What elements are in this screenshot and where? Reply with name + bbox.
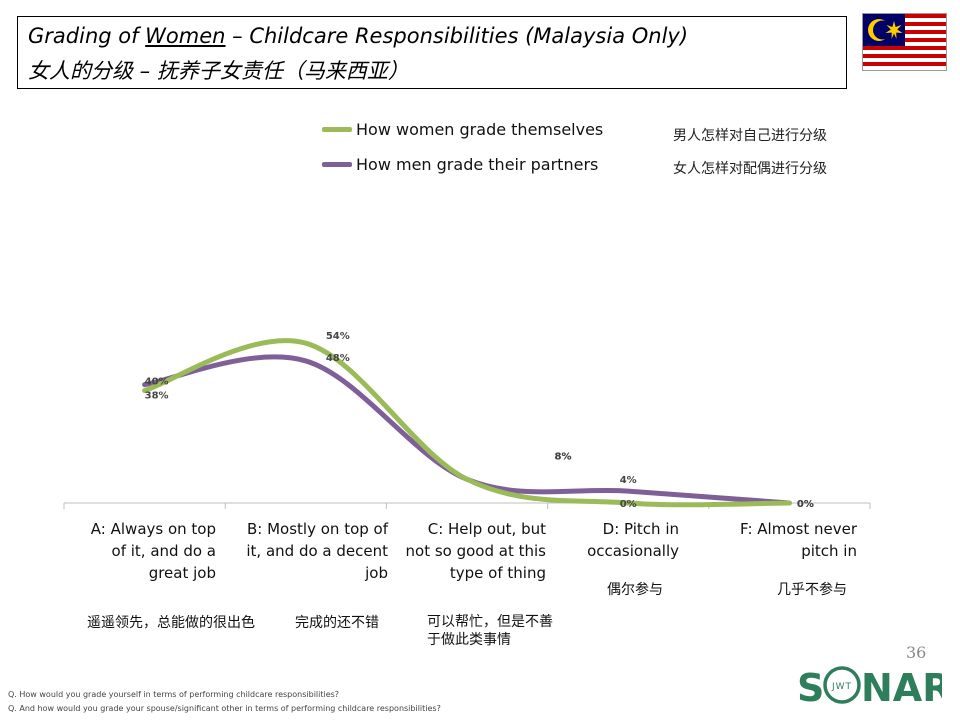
data-label-women-3: 0% xyxy=(620,499,637,510)
category-label-c-chinese: 可以帮忙，但是不善 于做此类事情 xyxy=(427,614,553,648)
page-title: Grading of Women – Childcare Responsibil… xyxy=(28,24,689,48)
data-label-women-2: 8% xyxy=(555,451,572,462)
category-label-b: B: Mostly on top of it, and do a decent jo… xyxy=(246,520,388,582)
data-label-men-2: 8% xyxy=(555,451,572,462)
title-box: Grading of Women – Childcare Responsibil… xyxy=(17,16,847,89)
footnote-1: Q. How would you grade yourself in terms… xyxy=(8,690,340,699)
legend-label-women-chinese: 男人怎样对自己进行分级 xyxy=(673,128,827,144)
page-title-chinese: 女人的分级 – 抚养子女责任（马来西亚） xyxy=(28,59,409,83)
sonar-logo: S JWT NAR xyxy=(797,666,942,707)
category-label-f-chinese: 几乎不参与 xyxy=(777,582,847,598)
svg-text:S: S xyxy=(797,666,824,707)
legend-swatch-men xyxy=(322,162,352,167)
page-number: 36 xyxy=(906,643,927,662)
footnote-2: Q. And how would you grade your spouse/s… xyxy=(8,704,441,713)
series-line-women xyxy=(142,338,792,508)
category-label-c: C: Help out, but not so good at this type … xyxy=(405,520,546,582)
svg-text:JWT: JWT xyxy=(831,682,852,692)
category-label-a: A: Always on top of it, and do a great job xyxy=(90,520,216,582)
legend-item-men: How men grade their partners xyxy=(322,155,598,174)
legend-item-women: How women grade themselves xyxy=(322,120,603,139)
category-label-a-chinese: 遥遥领先，总能做的很出色 xyxy=(87,615,255,631)
category-label-d: D: Pitch in occasionally xyxy=(587,520,679,560)
data-label-men-0: 40% xyxy=(145,377,169,388)
svg-text:NAR: NAR xyxy=(861,666,942,707)
malaysia-flag-icon xyxy=(862,13,947,71)
legend-swatch-women xyxy=(322,127,352,132)
data-label-men-4: 0% xyxy=(797,499,814,510)
data-label-men-3: 4% xyxy=(620,475,637,486)
category-label-f: F: Almost never pitch in xyxy=(740,520,857,560)
category-label-d-chinese: 偶尔参与 xyxy=(607,582,663,598)
data-label-women-1: 54% xyxy=(326,331,350,342)
title-underlined-word: Women xyxy=(145,24,226,48)
legend-label-men-chinese: 女人怎样对配偶进行分级 xyxy=(673,161,827,177)
data-label-women-0: 38% xyxy=(145,391,169,402)
data-label-women-4: 0% xyxy=(797,499,814,510)
category-label-b-chinese: 完成的还不错 xyxy=(295,615,379,631)
legend-label-women: How women grade themselves xyxy=(356,120,604,139)
data-label-men-1: 48% xyxy=(326,353,350,364)
legend-label-men: How men grade their partners xyxy=(356,155,599,174)
